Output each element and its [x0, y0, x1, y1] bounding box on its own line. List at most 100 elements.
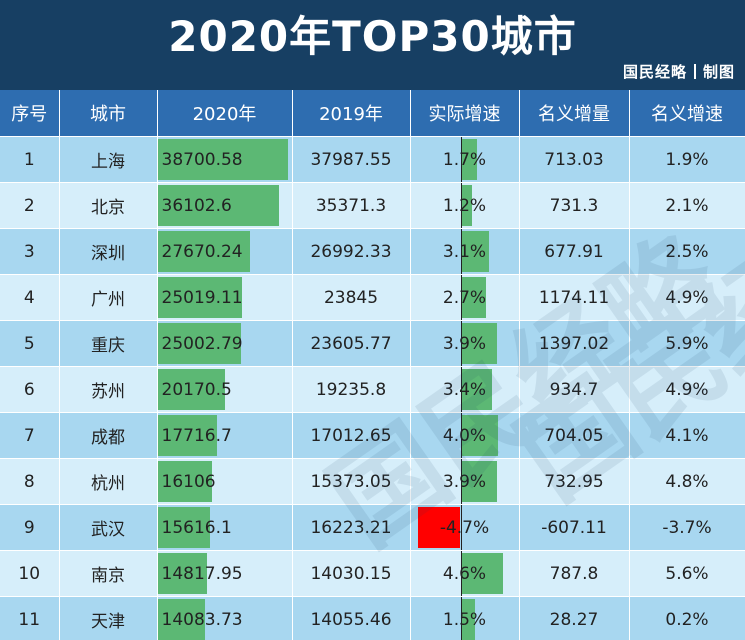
gdp-2020-cell: 16106: [157, 458, 293, 505]
city-cell: 成都: [59, 412, 158, 459]
credit-brand: 国民经略: [622, 63, 687, 81]
gdp-2020-cell: 27670.24: [157, 228, 293, 275]
nominal-increase-cell: 934.7: [519, 366, 630, 413]
nominal-growth-cell: 5.9%: [629, 320, 745, 367]
nominal-growth-cell: 4.1%: [629, 412, 745, 459]
gdp-2020-cell: 38700.58: [157, 136, 293, 183]
gdp-2019-cell: 14030.15: [292, 550, 411, 597]
table-row: 2 北京 36102.6 35371.3 1.2% 731.3 2.1%: [0, 182, 745, 229]
gdp-2020-value: 16106: [161, 471, 216, 492]
column-header-rank: 序号: [0, 90, 60, 137]
gdp-2019-cell: 17012.65: [292, 412, 411, 459]
real-growth-value: 1.5%: [442, 609, 487, 630]
credit-line: 国民经略 制图: [623, 61, 735, 83]
table-body: 1 上海 38700.58 37987.55 1.7% 713.03 1.9% 2 北京 3610…: [0, 136, 745, 640]
column-header-2019: 2019年: [292, 90, 411, 137]
table-row: 5 重庆 25002.79 23605.77 3.9% 1397.02 5.9%: [0, 320, 745, 367]
rank-cell: 7: [0, 412, 60, 459]
growth-bar: [461, 415, 498, 456]
gdp-2020-value: 38700.58: [161, 149, 243, 170]
nominal-growth-cell: 5.6%: [629, 550, 745, 597]
city-gdp-table: 序号 城市 2020年 2019年 实际增速 名义增量 名义增速 1 上海 3870…: [0, 90, 745, 640]
real-growth-cell: 1.2%: [410, 182, 520, 229]
growth-axis-line: [460, 183, 462, 228]
column-header-city: 城市: [59, 90, 158, 137]
real-growth-cell: -4.7%: [410, 504, 520, 551]
rank-cell: 11: [0, 596, 60, 640]
nominal-increase-cell: 1397.02: [519, 320, 630, 367]
gdp-bar: [157, 507, 210, 548]
real-growth-cell: 4.6%: [410, 550, 520, 597]
city-cell: 苏州: [59, 366, 158, 413]
nominal-increase-cell: 713.03: [519, 136, 630, 183]
gdp-2020-cell: 14083.73: [157, 596, 293, 640]
nominal-growth-cell: 4.9%: [629, 274, 745, 321]
gdp-bar: [157, 139, 288, 180]
gdp-2020-value: 20170.5: [161, 379, 232, 400]
nominal-growth-cell: 2.1%: [629, 182, 745, 229]
real-growth-cell: 2.7%: [410, 274, 520, 321]
growth-axis-line: [460, 413, 462, 458]
gdp-bar: [157, 415, 217, 456]
growth-axis-line: [460, 321, 462, 366]
real-growth-value: 1.2%: [442, 195, 487, 216]
growth-axis-line: [460, 367, 462, 412]
gdp-bar: [157, 231, 251, 272]
nominal-increase-cell: -607.11: [519, 504, 630, 551]
growth-axis-line: [460, 505, 462, 550]
gdp-2020-cell: 20170.5: [157, 366, 293, 413]
rank-cell: 5: [0, 320, 60, 367]
growth-bar: [461, 231, 490, 272]
real-growth-value: 3.9%: [442, 333, 487, 354]
growth-bar: [461, 599, 475, 640]
city-cell: 上海: [59, 136, 158, 183]
column-header-nominal-growth: 名义增速: [629, 90, 745, 137]
gdp-2019-cell: 16223.21: [292, 504, 411, 551]
gdp-bar: [157, 553, 208, 594]
gdp-2020-cell: 17716.7: [157, 412, 293, 459]
rank-cell: 8: [0, 458, 60, 505]
table-row: 7 成都 17716.7 17012.65 4.0% 704.05 4.1%: [0, 412, 745, 459]
city-cell: 北京: [59, 182, 158, 229]
nominal-increase-cell: 787.8: [519, 550, 630, 597]
growth-bar: [461, 323, 497, 364]
growth-axis-line: [460, 551, 462, 596]
growth-bar: [461, 139, 477, 180]
growth-axis-line: [460, 459, 462, 504]
real-growth-value: 4.0%: [442, 425, 487, 446]
growth-bar: [461, 277, 486, 318]
gdp-2019-cell: 14055.46: [292, 596, 411, 640]
real-growth-value: 3.4%: [442, 379, 487, 400]
real-growth-cell: 3.9%: [410, 320, 520, 367]
gdp-2019-cell: 35371.3: [292, 182, 411, 229]
city-cell: 武汉: [59, 504, 158, 551]
table-row: 6 苏州 20170.5 19235.8 3.4% 934.7 4.9%: [0, 366, 745, 413]
real-growth-cell: 1.5%: [410, 596, 520, 640]
gdp-2019-cell: 15373.05: [292, 458, 411, 505]
table-row: 4 广州 25019.11 23845 2.7% 1174.11 4.9%: [0, 274, 745, 321]
gdp-bar: [157, 323, 242, 364]
city-cell: 南京: [59, 550, 158, 597]
table-row: 8 杭州 16106 15373.05 3.9% 732.95 4.8%: [0, 458, 745, 505]
gdp-2020-value: 36102.6: [161, 195, 232, 216]
gdp-2020-value: 15616.1: [161, 517, 232, 538]
rank-cell: 10: [0, 550, 60, 597]
nominal-increase-cell: 28.27: [519, 596, 630, 640]
growth-bar: [461, 185, 473, 226]
city-cell: 重庆: [59, 320, 158, 367]
gdp-bar: [157, 185, 279, 226]
gdp-2019-cell: 26992.33: [292, 228, 411, 275]
city-cell: 杭州: [59, 458, 158, 505]
growth-bar: [418, 507, 461, 548]
gdp-2020-value: 14083.73: [161, 609, 243, 630]
nominal-growth-cell: 4.8%: [629, 458, 745, 505]
rank-cell: 4: [0, 274, 60, 321]
table-row: 11 天津 14083.73 14055.46 1.5% 28.27 0.2%: [0, 596, 745, 640]
credit-separator: [693, 64, 696, 79]
gdp-2019-cell: 37987.55: [292, 136, 411, 183]
gdp-bar: [157, 599, 205, 640]
gdp-bar: [157, 369, 226, 410]
city-cell: 深圳: [59, 228, 158, 275]
rank-cell: 3: [0, 228, 60, 275]
